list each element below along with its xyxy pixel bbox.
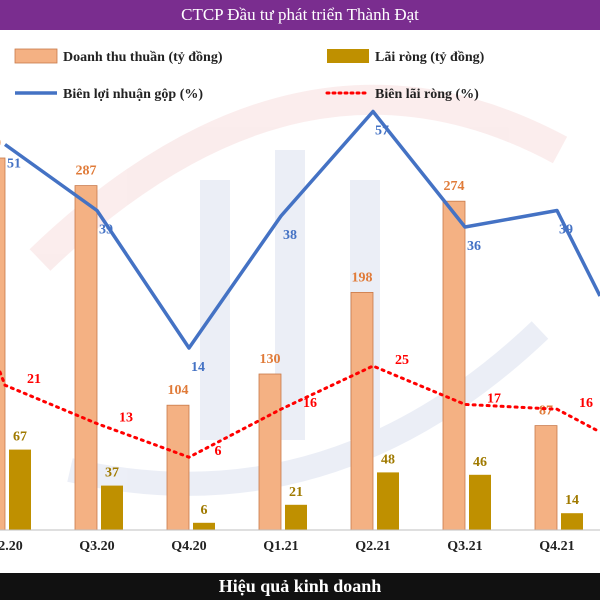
x-tick-label: Q1.21	[263, 539, 298, 554]
footer-bar: Hiệu quả kinh doanh	[0, 573, 600, 600]
gross-margin-data-label: 14	[191, 360, 205, 375]
bar-series: 10 67 287 37 104 6 130 21 198 48 274 46 87 14	[0, 136, 583, 531]
gross-margin-data-label: 36	[467, 239, 481, 254]
legend-item-net-profit: Lãi ròng (tỷ đồng)	[327, 49, 485, 65]
net-profit-data-label: 6	[201, 503, 208, 518]
net-margin-data-label: 6	[215, 444, 222, 459]
revenue-bar	[258, 373, 282, 531]
revenue-data-label: 10	[0, 136, 1, 151]
net-margin-data-label: 13	[119, 411, 133, 426]
revenue-data-label: 87	[539, 404, 553, 419]
legend-item-net-margin: Biên lãi ròng (%)	[325, 87, 479, 102]
x-tick-label: Q3.21	[447, 539, 482, 554]
net-profit-data-label: 48	[381, 452, 395, 467]
footer-caption: Hiệu quả kinh doanh	[218, 576, 382, 596]
legend-item-gross-margin: Biên lợi nhuận gộp (%)	[15, 87, 203, 102]
gross-margin-line	[3, 109, 600, 350]
x-tick-label: Q2.20	[0, 539, 23, 554]
x-tick-label: Q2.21	[355, 539, 390, 554]
net-margin-data-label: 16	[303, 396, 317, 411]
legend-label-net-profit: Lãi ròng (tỷ đồng)	[375, 50, 485, 65]
x-tick-label: Q4.21	[539, 539, 574, 554]
legend-item-revenue: Doanh thu thuần (tỷ đồng)	[14, 48, 223, 65]
revenue-data-label: 104	[168, 383, 189, 398]
legend-label-gross-margin: Biên lợi nhuận gộp (%)	[63, 87, 203, 102]
x-tick-label: Q3.20	[79, 539, 114, 554]
gross-margin-data-label: 57	[375, 124, 389, 139]
net-profit-data-label: 37	[105, 466, 119, 481]
revenue-bar	[534, 425, 558, 531]
revenue-data-label: 198	[352, 270, 373, 285]
legend-label-net-margin: Biên lãi ròng (%)	[375, 87, 479, 102]
revenue-bar	[74, 185, 98, 531]
net-profit-data-label: 67	[13, 430, 27, 445]
net-profit-bar	[377, 472, 399, 530]
revenue-data-label: 287	[76, 164, 97, 179]
net-margin-data-label: 21	[27, 372, 41, 387]
net-margin-data-label: 16	[579, 396, 593, 411]
watermark-logo	[29, 84, 568, 496]
chart-title: CTCP Đầu tư phát triển Thành Đạt	[181, 5, 419, 24]
gross-margin-data-label: 39	[99, 223, 113, 238]
net-profit-data-label: 46	[473, 455, 487, 470]
net-profit-bar	[285, 504, 307, 530]
chart-plot: Doanh thu thuần (tỷ đồng) Lãi ròng (tỷ đ…	[0, 48, 600, 554]
gross-margin-data-label: 51	[7, 157, 21, 172]
gross-margin-data-label: 38	[283, 228, 297, 243]
net-margin-line	[0, 364, 600, 459]
line-series: 51 39 14 38 57 36 39 21 13 6 16 25 17 16	[0, 109, 600, 459]
net-margin-data-label: 25	[395, 353, 409, 368]
revenue-data-label: 274	[444, 179, 465, 194]
chart-title-bar: CTCP Đầu tư phát triển Thành Đạt	[0, 0, 600, 30]
revenue-bar	[442, 200, 466, 531]
x-axis-ticks: Q2.20 Q3.20 Q4.20 Q1.21 Q2.21 Q3.21 Q4.21	[0, 539, 575, 554]
net-profit-bar	[193, 522, 215, 530]
gross-margin-data-label: 39	[559, 223, 573, 238]
revenue-bar	[0, 157, 6, 531]
revenue-bar	[166, 404, 190, 531]
revenue-data-label: 130	[260, 352, 281, 367]
net-profit-bar	[469, 474, 491, 530]
revenue-bar	[350, 291, 374, 531]
legend-label-revenue: Doanh thu thuần (tỷ đồng)	[63, 50, 223, 65]
legend: Doanh thu thuần (tỷ đồng) Lãi ròng (tỷ đ…	[14, 48, 485, 102]
net-profit-bar	[9, 449, 31, 530]
net-profit-bar	[561, 513, 583, 530]
x-tick-label: Q4.20	[171, 539, 206, 554]
net-profit-data-label: 14	[565, 493, 579, 508]
net-margin-data-label: 17	[487, 391, 501, 406]
net-profit-bar	[101, 485, 123, 530]
net-profit-data-label: 21	[289, 485, 303, 500]
